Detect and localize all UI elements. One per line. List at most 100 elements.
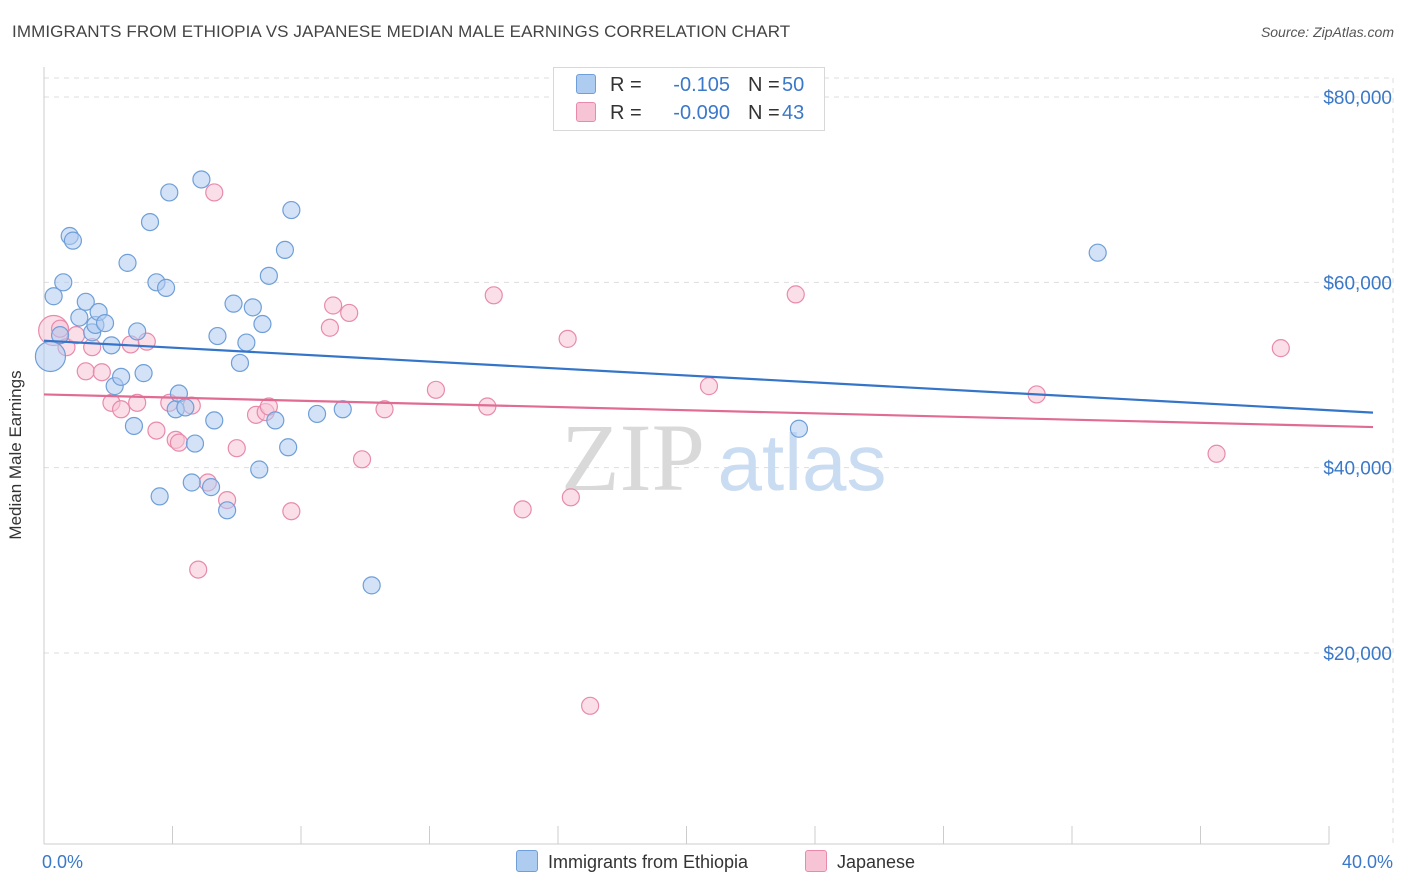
ethiopia-point [111,367,131,386]
japanese-point [76,362,95,381]
axis-layer [43,67,1330,845]
x-tick-label-min: 0.0% [42,852,84,872]
ethiopia-point [128,322,147,341]
ethiopia-point [362,576,381,595]
ethiopia-point [205,411,224,430]
legend-r-value: -0.105 [673,74,730,96]
japanese-point [92,363,111,382]
japanese-trend-line [43,393,1374,429]
japanese-point [169,433,189,452]
series-legend-ethiopia-label: Immigrants from Ethiopia [548,852,749,872]
japanese-point [147,421,166,440]
japanese-point [558,329,577,348]
ethiopia-point [250,460,269,479]
ethiopia-point [76,292,95,311]
legend-n-label: N = [748,74,780,96]
ethiopia-trend-line [43,339,1374,414]
ethiopia-point [201,478,221,497]
japanese-point [111,400,131,419]
series-legend: Immigrants from Ethiopia Japanese [0,850,1406,878]
ethiopia-point [333,400,352,419]
japanese-point [282,502,301,521]
ethiopia-point [282,200,301,220]
japanese-point [1207,444,1226,463]
legend-r-value: -0.090 [673,102,730,124]
japanese-point [786,285,805,304]
ethiopia-point [224,294,243,313]
watermark: ZIP atlas [561,404,886,511]
series-legend-ethiopia: Immigrants from Ethiopia [516,850,749,874]
japanese-point [352,450,372,469]
ethiopia-point [182,473,201,492]
trend-layer [43,339,1374,429]
japanese-point [699,377,719,396]
series-legend-japanese-label: Japanese [837,852,916,872]
ethiopia-point [50,326,70,345]
y-tick-label: $60,000 [1323,273,1392,294]
y-tick-label: $40,000 [1323,459,1392,480]
japanese-point [340,303,359,323]
y-axis-label: Median Male Earnings [6,370,25,540]
japanese-legend-swatch [805,850,827,873]
ethiopia-point [176,398,195,417]
legend-n-value: 43 [782,102,805,124]
y-tick-label: $80,000 [1323,88,1392,109]
ethiopia-point [118,253,137,272]
ethiopia-point [243,298,262,317]
source-label: Source: ZipAtlas.com [1260,24,1394,40]
legend-n-value: 50 [782,74,805,96]
ethiopia-point [95,314,115,333]
ethiopia-point [150,487,169,506]
ethiopia-point [140,213,160,232]
ethiopia-legend-swatch [516,850,538,873]
japanese-point [227,439,246,458]
ethiopia-point [160,183,179,202]
japanese-point [128,393,147,412]
ethiopia-point [124,416,144,436]
y-tick-label: $20,000 [1323,644,1392,665]
ethiopia-point [307,404,327,424]
series-legend-japanese: Japanese [805,850,916,874]
japanese-point [205,183,224,202]
japanese-point [513,500,532,519]
legend-row-japanese: R = -0.090 N = 43 [576,101,805,126]
ethiopia-point [70,308,89,327]
ethiopia-point [218,501,237,520]
ethiopia-point [134,364,153,383]
japanese-point [320,318,340,337]
ethiopia-point [185,434,205,453]
ethiopia-swatch [576,73,596,94]
ethiopia-point [279,438,298,457]
ethiopia-point [44,287,63,306]
chart-title: IMMIGRANTS FROM ETHIOPIA VS JAPANESE MED… [12,22,791,41]
y-tick-labels: $20,000 $40,000 $60,000 $80,000 [1323,88,1392,665]
correlation-legend: R = -0.105 N = 50 R = -0.090 N = 43 [553,67,825,131]
legend-r-label: R = [610,102,642,124]
x-tick-label-max: 40.0% [1341,852,1393,872]
japanese-point [189,560,208,579]
legend-n-label: N = [748,102,780,124]
ethiopia-point [54,273,73,292]
japanese-point [1271,339,1290,358]
points-layer [34,170,1290,715]
ethiopia-point [63,231,83,250]
japanese-point [375,400,394,419]
legend-row-ethiopia: R = -0.105 N = 50 [576,73,805,98]
ethiopia-point [1088,243,1107,262]
watermark-zip: ZIP [561,404,705,511]
japanese-point [561,488,580,507]
ethiopia-point [266,411,285,430]
ethiopia-point [34,340,67,373]
ethiopia-point [230,353,250,373]
japanese-point [581,696,600,715]
ethiopia-point [192,170,211,189]
japanese-point [484,286,503,305]
japanese-point [324,296,343,315]
ethiopia-point [789,419,809,438]
ethiopia-point [253,314,272,334]
ethiopia-point [156,278,176,297]
japanese-swatch [576,101,596,122]
japanese-point [426,380,446,399]
ethiopia-point [259,266,278,285]
